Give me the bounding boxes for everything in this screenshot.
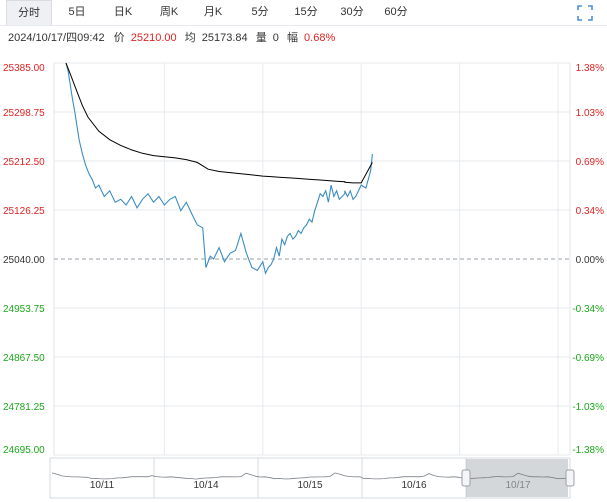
navigator-date: 10/15 [297,480,322,491]
info-avg: 25173.84 [201,32,248,44]
navigator-date: 10/16 [401,480,426,491]
navigator-sparkline [51,472,569,480]
y-tick-left: 25385.00 [3,63,45,74]
y-tick-left: 24867.50 [3,353,45,364]
y-tick-right: 0.34% [576,206,604,217]
info-change-label: 幅 [286,32,298,44]
period-tabbar: 分时 5日 日K 周K 月K 5分 15分 30分 60分 [0,0,607,26]
y-tick-right: -0.34% [572,304,604,315]
y-tick-left: 24695.00 [3,445,45,456]
y-tick-left: 25298.75 [3,108,45,119]
price-line [65,62,373,275]
y-tick-right: 0.69% [576,157,604,168]
navigator-date: 10/14 [193,480,218,491]
tab-6[interactable]: 15分 [294,6,318,18]
y-tick-left: 25040.00 [3,255,45,266]
y-tick-right: 1.38% [576,63,604,74]
tabbar-divider [0,25,607,26]
chevron-right-icon[interactable] [565,469,575,487]
average-line [65,62,373,184]
info-volume-label: 量 [255,32,267,44]
y-tick-right: 0.00% [576,255,604,266]
y-tick-right: -1.03% [572,402,604,413]
tab-5[interactable]: 5分 [251,6,269,18]
tab-2[interactable]: 日K [113,6,133,18]
info-datetime: 2024/10/17/四09:42 [8,32,105,44]
quote-info-bar: 2024/10/17/四09:42 价 25210.00 均 25173.84 … [0,29,335,47]
navigator-date: 10/11 [90,480,115,491]
info-avg-label: 均 [184,32,196,44]
y-tick-left: 25212.50 [3,157,45,168]
y-tick-right: 1.03% [576,108,604,119]
y-tick-right: -0.69% [572,353,604,364]
y-tick-right: -1.38% [572,445,604,456]
info-price-label: 价 [113,32,125,44]
info-volume: 0 [272,32,279,44]
intraday-chart[interactable]: 25385.00 1.38% 25298.75 1.03% 25212.50 0.69% 2… [0,50,607,502]
tab-7[interactable]: 30分 [340,6,364,18]
y-tick-left: 24953.75 [3,304,45,315]
y-tick-left: 24781.25 [3,402,45,413]
fullscreen-icon[interactable] [577,5,593,21]
info-price: 25210.00 [130,32,177,44]
tab-4[interactable]: 月K [203,6,223,18]
chevron-left-icon[interactable] [461,469,471,487]
tab-0[interactable]: 分时 [6,0,52,26]
tab-8[interactable]: 60分 [384,6,408,18]
info-change: 0.68% [304,32,336,44]
tab-1[interactable]: 5日 [68,6,86,18]
y-tick-left: 25126.25 [3,206,45,217]
tab-3[interactable]: 周K [159,6,179,18]
